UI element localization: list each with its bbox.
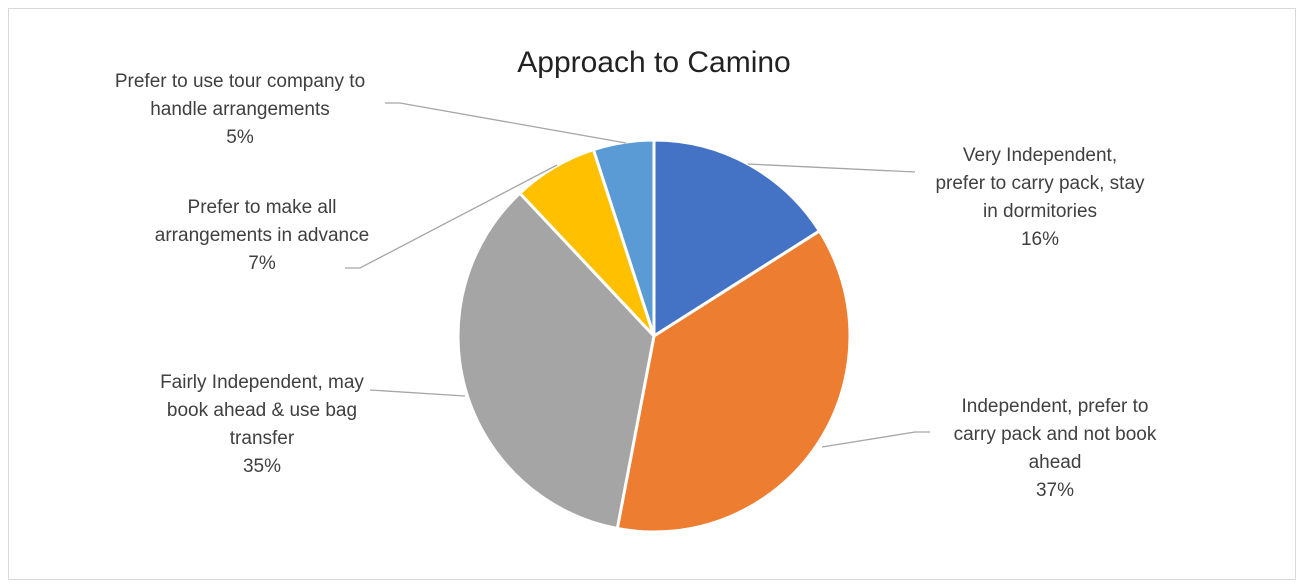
data-label-1: Very Independent, prefer to carry pack, s… — [935, 145, 1145, 250]
data-label-line: in dormitories — [983, 201, 1097, 222]
data-label-line: carry pack and not book — [954, 424, 1157, 445]
data-label-line: Prefer to use tour company to — [115, 71, 365, 92]
pie-slice-3 — [456, 190, 656, 531]
pie-slices — [456, 138, 852, 534]
data-label-percent: 37% — [1036, 480, 1074, 501]
leader-line-2 — [821, 431, 930, 448]
data-label-line: handle arrangements — [150, 99, 330, 120]
data-label-2: Independent, prefer to carry pack and not… — [954, 396, 1157, 501]
data-label-percent: 35% — [243, 456, 281, 477]
data-label-4: Prefer to make all arrangements in advanc… — [155, 197, 369, 274]
data-label-line: arrangements in advance — [155, 225, 369, 246]
leader-lines — [345, 102, 930, 448]
data-label-line: Prefer to make all — [188, 197, 337, 218]
leader-line-4 — [345, 164, 558, 269]
data-label-percent: 5% — [226, 127, 254, 148]
data-label-line: ahead — [1029, 452, 1082, 473]
leader-line-1 — [747, 163, 916, 173]
data-label-3: Fairly Independent, may book ahead & use … — [160, 372, 364, 477]
data-label-line: prefer to carry pack, stay — [935, 173, 1145, 194]
data-label-line: book ahead & use bag — [167, 400, 357, 421]
pie-slice-2 — [615, 228, 852, 534]
data-label-percent: 7% — [248, 253, 276, 274]
data-label-line: transfer — [230, 428, 295, 449]
data-label-line: Very Independent, — [963, 145, 1117, 166]
data-label-line: Independent, prefer to — [962, 396, 1149, 417]
leader-line-5 — [385, 102, 627, 144]
data-label-line: Fairly Independent, may — [160, 372, 364, 393]
data-labels: Very Independent, prefer to carry pack, s… — [115, 71, 1157, 501]
chart-title: Approach to Camino — [517, 46, 791, 79]
data-label-5: Prefer to use tour company to handle arra… — [115, 71, 365, 148]
data-label-percent: 16% — [1021, 229, 1059, 250]
leader-line-3 — [369, 389, 466, 397]
